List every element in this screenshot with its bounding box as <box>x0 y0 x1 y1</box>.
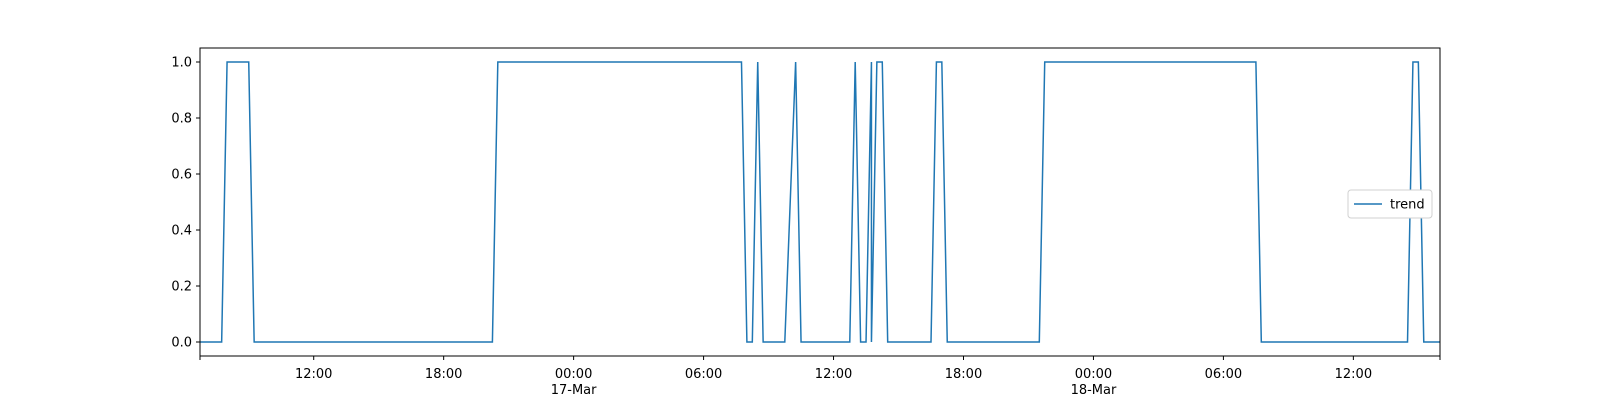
y-tick-label: 0.2 <box>171 280 192 295</box>
x-tick-label: 18:00 <box>945 367 982 382</box>
axes-frame <box>199 47 1441 357</box>
series-layer <box>200 61 1440 343</box>
x-tick-label: 00:00 <box>1075 367 1112 382</box>
series-line-trend <box>200 61 1440 343</box>
legend-label: trend <box>1390 198 1425 213</box>
legend-box <box>1347 189 1433 219</box>
y-tick-label: 0.8 <box>171 112 192 127</box>
y-tick-label: 0.0 <box>171 336 192 351</box>
y-tick-label: 0.4 <box>171 224 192 239</box>
x-tick-label: 06:00 <box>1205 367 1242 382</box>
x-tick-label: 12:00 <box>295 367 332 382</box>
legend: trend <box>1347 189 1433 219</box>
x-tick-label: 00:00 <box>555 367 592 382</box>
x-tick-label: 06:00 <box>685 367 722 382</box>
x-tick-label: 12:00 <box>815 367 852 382</box>
y-axis: 0.0 0.2 0.4 0.6 0.8 1.0 <box>171 56 200 351</box>
x-tick-label: 12:00 <box>1335 367 1372 382</box>
x-tick-label: 18:00 <box>425 367 462 382</box>
x-tick-date-label: 18-Mar <box>1071 383 1117 398</box>
x-tick-date-label: 17-Mar <box>551 383 597 398</box>
y-tick-label: 1.0 <box>171 56 192 71</box>
y-tick-label: 0.6 <box>171 168 192 183</box>
